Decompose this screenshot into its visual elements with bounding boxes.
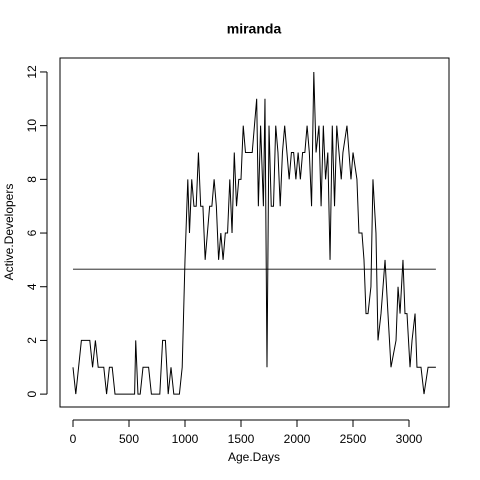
- x-tick-label: 2000: [284, 432, 311, 446]
- y-tick-label: 2: [25, 337, 39, 344]
- x-tick-label: 3000: [396, 432, 423, 446]
- y-axis-label: Active.Developers: [2, 184, 16, 281]
- x-tick-label: 1000: [172, 432, 199, 446]
- y-tick-label: 8: [25, 176, 39, 183]
- plot-box: [59, 57, 450, 408]
- y-tick-label: 12: [25, 65, 39, 79]
- y-tick-label: 0: [25, 390, 39, 397]
- chart-title: miranda: [227, 21, 282, 37]
- x-tick-label: 2500: [340, 432, 367, 446]
- data-line: [72, 71, 436, 395]
- y-tick-label: 4: [25, 283, 39, 290]
- x-axis-label: Age.Days: [228, 450, 280, 464]
- x-tick-label: 1500: [228, 432, 255, 446]
- x-tick-label: 500: [119, 432, 139, 446]
- x-tick-label: 0: [70, 432, 77, 446]
- y-tick-label: 6: [25, 229, 39, 236]
- y-tick-label: 10: [25, 119, 39, 133]
